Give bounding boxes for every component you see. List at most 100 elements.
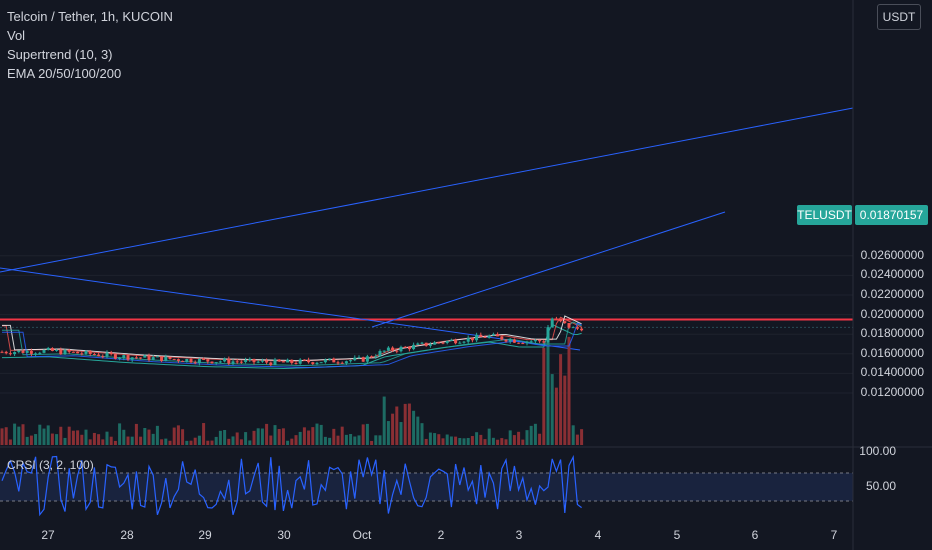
volume-bar	[403, 403, 407, 445]
candle-body	[559, 318, 563, 322]
candle-body	[395, 350, 399, 352]
price-tick-label: 0.01800000	[860, 326, 924, 341]
volume-bar	[500, 438, 504, 445]
volume-bar	[525, 430, 529, 445]
candle-body	[319, 362, 323, 364]
candle-body	[76, 351, 80, 354]
volume-bar	[105, 431, 109, 445]
candle-body	[462, 341, 466, 343]
candle-body	[386, 347, 390, 351]
volume-bar	[420, 423, 424, 445]
crsi-pane	[0, 454, 853, 517]
volume-bar	[202, 423, 206, 445]
candle-body	[508, 339, 512, 342]
volume-bar	[34, 434, 38, 445]
volume-bar	[508, 430, 512, 445]
volume-bar	[302, 427, 306, 445]
volume-bar	[172, 427, 176, 445]
candle-body	[315, 362, 319, 364]
candle-body	[428, 344, 432, 346]
volume-bar	[63, 437, 67, 445]
crsi-legend[interactable]: CRSI (3, 2, 100)	[7, 458, 94, 472]
candle-body	[281, 361, 285, 363]
volume-bar	[353, 436, 357, 445]
price-tick-label: 0.01400000	[860, 365, 924, 380]
candle-body	[454, 339, 458, 344]
grid	[0, 255, 853, 394]
candle-body	[143, 355, 147, 358]
volume-bar	[538, 433, 542, 445]
volume-bar	[101, 439, 105, 445]
candle-body	[487, 335, 491, 338]
currency-badge[interactable]: USDT	[877, 4, 921, 30]
legend-supertrend[interactable]: Supertrend (10, 3)	[7, 47, 113, 62]
time-tick-label: 6	[751, 528, 759, 542]
legend-ema[interactable]: EMA 20/50/100/200	[7, 66, 122, 81]
down-trendline	[0, 267, 581, 351]
volume-bar	[155, 425, 159, 445]
candle-body	[378, 351, 382, 357]
candle-body	[407, 347, 411, 350]
volume-bar	[323, 436, 327, 445]
volume-bar	[475, 432, 479, 445]
volume-bar	[160, 439, 164, 445]
volume-bar	[265, 423, 269, 445]
volume-bar	[315, 423, 319, 445]
volume-bar	[260, 428, 264, 445]
legend-title[interactable]: Telcoin / Tether, 1h, KUCOIN	[7, 9, 173, 24]
supertrend	[1, 323, 582, 369]
volume-bar	[139, 436, 143, 445]
last-price-badge: 0.01870157	[855, 205, 928, 225]
candle-body	[168, 356, 172, 359]
candle-body	[46, 348, 50, 350]
volume-bar	[319, 424, 323, 445]
volume-bar	[118, 423, 122, 445]
volume-bar	[512, 435, 516, 445]
candle-body	[34, 353, 38, 355]
volume-bar	[4, 427, 8, 445]
candle-body	[538, 340, 542, 342]
candle-body	[340, 362, 344, 364]
crsi-tick-label: 50.00	[865, 479, 896, 493]
volume-bar	[92, 432, 96, 445]
volume-bar	[428, 432, 432, 445]
candle-body	[445, 340, 449, 343]
volume-bar	[231, 436, 235, 445]
volume-bar	[391, 413, 395, 445]
candle-body	[307, 359, 311, 363]
candle-body	[13, 352, 17, 355]
candle-body	[403, 346, 407, 348]
volume-bar	[529, 425, 533, 445]
volume-bar	[533, 423, 537, 445]
time-tick-label: 27	[41, 528, 55, 542]
volume-bar	[412, 410, 416, 445]
candle-body	[525, 341, 529, 344]
candle-body	[458, 342, 462, 344]
volume-bar	[550, 374, 554, 445]
volume-bar	[382, 396, 386, 445]
volume-bar	[185, 440, 189, 445]
candle-body	[4, 351, 8, 354]
candle-body	[550, 318, 554, 328]
volume-bar	[88, 439, 92, 445]
candle-body	[302, 359, 306, 361]
time-tick-label: 30	[277, 528, 291, 542]
candle-body	[38, 352, 42, 354]
volume-bar	[307, 430, 311, 445]
volume-bar	[378, 435, 382, 445]
volume-bar	[483, 439, 487, 445]
volume-bar	[197, 435, 201, 445]
time-tick-label: 2	[437, 528, 445, 542]
volume-bar	[147, 429, 151, 445]
legend-vol[interactable]: Vol	[7, 28, 26, 43]
candle-body	[298, 359, 302, 364]
upper-channel-line	[0, 107, 854, 273]
volume-bar	[67, 426, 71, 445]
candle-body	[126, 355, 130, 360]
candle-body	[370, 356, 374, 358]
price-tick-label: 0.02000000	[860, 306, 924, 321]
candle-body	[160, 356, 164, 361]
candle-body	[353, 357, 357, 361]
volume-bar	[252, 430, 256, 445]
